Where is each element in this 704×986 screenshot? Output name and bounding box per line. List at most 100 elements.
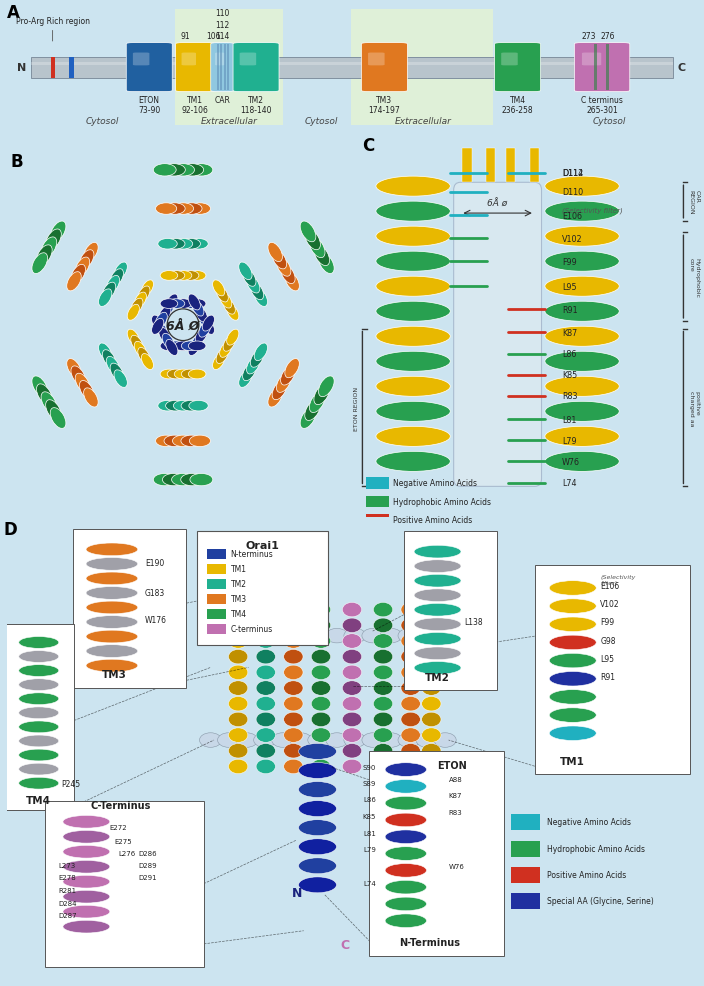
Text: TM3: TM3 xyxy=(231,595,246,603)
Ellipse shape xyxy=(549,671,596,686)
Ellipse shape xyxy=(256,666,275,680)
FancyBboxPatch shape xyxy=(368,53,384,66)
Ellipse shape xyxy=(298,763,337,779)
Ellipse shape xyxy=(80,382,94,400)
Circle shape xyxy=(362,629,384,643)
Ellipse shape xyxy=(243,364,256,382)
Ellipse shape xyxy=(545,352,620,372)
Ellipse shape xyxy=(342,681,362,695)
Circle shape xyxy=(398,629,420,643)
FancyBboxPatch shape xyxy=(239,53,256,66)
Ellipse shape xyxy=(86,660,138,672)
Bar xyxy=(207,549,227,559)
FancyBboxPatch shape xyxy=(404,531,497,690)
Bar xyxy=(159,63,191,66)
Ellipse shape xyxy=(155,321,168,338)
Circle shape xyxy=(253,733,276,747)
Ellipse shape xyxy=(19,679,59,691)
Bar xyxy=(51,57,56,79)
FancyBboxPatch shape xyxy=(370,751,504,955)
Text: N: N xyxy=(291,885,302,898)
Ellipse shape xyxy=(173,240,193,249)
Ellipse shape xyxy=(549,617,596,632)
Ellipse shape xyxy=(422,650,441,665)
Ellipse shape xyxy=(229,634,248,649)
Ellipse shape xyxy=(284,743,303,758)
Text: W176: W176 xyxy=(145,615,167,624)
Ellipse shape xyxy=(195,307,208,322)
Text: Extracellular: Extracellular xyxy=(394,117,451,126)
Ellipse shape xyxy=(86,645,138,658)
Text: P245: P245 xyxy=(61,779,80,788)
FancyBboxPatch shape xyxy=(5,625,74,810)
Ellipse shape xyxy=(246,357,260,375)
Ellipse shape xyxy=(385,880,427,894)
Ellipse shape xyxy=(172,204,194,215)
Text: E275: E275 xyxy=(114,838,132,844)
Text: 6Å ø: 6Å ø xyxy=(487,199,508,208)
FancyBboxPatch shape xyxy=(495,43,541,93)
Ellipse shape xyxy=(376,302,451,321)
Bar xyxy=(510,841,540,857)
Ellipse shape xyxy=(131,336,143,352)
Text: 276: 276 xyxy=(601,33,615,41)
FancyBboxPatch shape xyxy=(535,566,690,774)
Ellipse shape xyxy=(401,602,420,617)
Text: L74: L74 xyxy=(562,478,577,487)
Text: TM4: TM4 xyxy=(26,796,51,806)
Ellipse shape xyxy=(254,290,268,307)
Ellipse shape xyxy=(189,204,210,215)
FancyBboxPatch shape xyxy=(501,53,517,66)
Text: W76: W76 xyxy=(562,458,580,466)
Ellipse shape xyxy=(256,650,275,665)
Bar xyxy=(529,149,539,183)
Text: Extracellular: Extracellular xyxy=(201,117,258,126)
Text: L86: L86 xyxy=(562,350,576,359)
Text: 114: 114 xyxy=(215,33,230,41)
FancyBboxPatch shape xyxy=(210,43,234,93)
Ellipse shape xyxy=(41,238,57,258)
Ellipse shape xyxy=(376,327,451,347)
Circle shape xyxy=(253,629,276,643)
Ellipse shape xyxy=(189,436,210,447)
Bar xyxy=(63,63,95,66)
Ellipse shape xyxy=(19,707,59,719)
Ellipse shape xyxy=(272,250,287,269)
Ellipse shape xyxy=(422,666,441,680)
Ellipse shape xyxy=(156,204,177,215)
Ellipse shape xyxy=(158,328,171,344)
Ellipse shape xyxy=(32,377,48,397)
Bar xyxy=(256,63,288,66)
Text: E106: E106 xyxy=(562,211,582,220)
Ellipse shape xyxy=(153,165,176,176)
Text: K87: K87 xyxy=(448,793,462,799)
Circle shape xyxy=(272,629,294,643)
Text: 91: 91 xyxy=(181,33,191,41)
Text: C-Terminus: C-Terminus xyxy=(91,801,151,810)
Ellipse shape xyxy=(385,864,427,878)
Ellipse shape xyxy=(401,728,420,742)
Ellipse shape xyxy=(138,348,150,364)
Ellipse shape xyxy=(189,271,206,281)
Text: D112: D112 xyxy=(562,169,583,178)
Ellipse shape xyxy=(545,327,620,347)
Ellipse shape xyxy=(202,319,215,335)
Ellipse shape xyxy=(342,666,362,680)
Ellipse shape xyxy=(311,681,331,695)
Ellipse shape xyxy=(19,778,59,789)
FancyBboxPatch shape xyxy=(175,43,215,93)
Bar xyxy=(384,63,416,66)
Ellipse shape xyxy=(298,782,337,798)
Text: ETON REGION: ETON REGION xyxy=(354,386,359,430)
Text: E106: E106 xyxy=(601,582,620,591)
Ellipse shape xyxy=(376,377,451,397)
Ellipse shape xyxy=(172,436,194,447)
Ellipse shape xyxy=(41,392,57,413)
Ellipse shape xyxy=(309,238,325,258)
Bar xyxy=(609,63,641,66)
Ellipse shape xyxy=(220,342,232,358)
Ellipse shape xyxy=(298,820,337,836)
Ellipse shape xyxy=(373,728,393,742)
Ellipse shape xyxy=(174,300,191,310)
Ellipse shape xyxy=(549,599,596,613)
